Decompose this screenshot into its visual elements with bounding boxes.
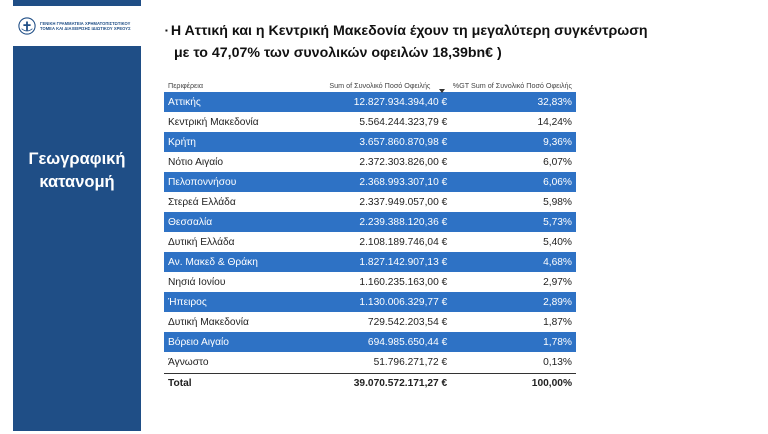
table-row[interactable]: Πελοποννήσου 2.368.993.307,10 € 6,06% [164, 172, 576, 192]
region-cell: Ήπειρος [168, 296, 207, 308]
table-row[interactable]: Νότιο Αιγαίο 2.372.303.826,00 € 6,07% [164, 152, 576, 172]
percent-cell: 6,07% [543, 156, 572, 168]
logo: ΓΕΝΙΚΗ ΓΡΑΜΜΑΤΕΙΑ ΧΡΗΜΑΤΟΠΙΣΤΩΤΙΚΟΥ ΤΟΜΕ… [13, 6, 141, 46]
table-body: Αττικής 12.827.934.394,40 € 32,83% Κεντρική… [164, 92, 576, 372]
percent-cell: 0,13% [543, 356, 572, 368]
percent-cell: 2,89% [543, 296, 572, 308]
percent-cell: 2,97% [543, 276, 572, 288]
region-cell: Κρήτη [168, 136, 196, 148]
column-header-percent[interactable]: %GT Sum of Συνολικό Ποσό Οφειλής [452, 81, 572, 90]
headline: ▪ Η Αττική και η Κεντρική Μακεδονία έχουν… [165, 20, 755, 64]
table-row[interactable]: Δυτική Ελλάδα 2.108.189.746,04 € 5,40% [164, 232, 576, 252]
section-title-line1: Γεωγραφική [28, 150, 126, 168]
percent-cell: 5,98% [543, 196, 572, 208]
amount-cell: 2.337.949.057,00 € [359, 196, 448, 208]
total-label: Total [168, 377, 192, 389]
percent-cell: 1,78% [543, 336, 572, 348]
section-title-line2: κατανομή [39, 173, 115, 191]
column-header-region[interactable]: Περιφέρεια [168, 81, 203, 90]
region-cell: Δυτική Μακεδονία [168, 316, 249, 328]
region-cell: Αττικής [168, 96, 201, 108]
percent-cell: 5,73% [543, 216, 572, 228]
percent-cell: 9,36% [543, 136, 572, 148]
table-header: Περιφέρεια Sum of Συνολικό Ποσό Οφειλής … [164, 76, 576, 93]
region-cell: Νότιο Αιγαίο [168, 156, 224, 168]
region-cell: Θεσσαλία [168, 216, 213, 228]
amount-cell: 1.160.235.163,00 € [359, 276, 448, 288]
hellenic-emblem-icon [18, 17, 36, 35]
region-cell: Κεντρική Μακεδονία [168, 116, 259, 128]
table-row[interactable]: Στερεά Ελλάδα 2.337.949.057,00 € 5,98% [164, 192, 576, 212]
region-cell: Βόρειο Αιγαίο [168, 336, 229, 348]
percent-cell: 32,83% [537, 96, 572, 108]
amount-cell: 3.657.860.870,98 € [359, 136, 448, 148]
region-cell: Άγνωστο [168, 356, 209, 368]
percent-cell: 14,24% [537, 116, 572, 128]
sort-descending-icon[interactable] [439, 89, 445, 93]
column-header-amount[interactable]: Sum of Συνολικό Ποσό Οφειλής [329, 81, 431, 90]
region-cell: Νησιά Ιονίου [168, 276, 226, 288]
region-cell: Πελοποννήσου [168, 176, 237, 188]
total-percent: 100,00% [531, 377, 572, 389]
amount-cell: 729.542.203,54 € [367, 316, 448, 328]
percent-cell: 5,40% [543, 236, 572, 248]
amount-cell: 2.368.993.307,10 € [359, 176, 448, 188]
section-title: Γεωγραφική κατανομή [13, 148, 141, 194]
amount-cell: 2.372.303.826,00 € [359, 156, 448, 168]
region-cell: Στερεά Ελλάδα [168, 196, 236, 208]
table-row[interactable]: Θεσσαλία 2.239.388.120,36 € 5,73% [164, 212, 576, 232]
table-row[interactable]: Νησιά Ιονίου 1.160.235.163,00 € 2,97% [164, 272, 576, 292]
amount-cell: 2.239.388.120,36 € [359, 216, 448, 228]
table-row[interactable]: Κεντρική Μακεδονία 5.564.244.323,79 € 14,2… [164, 112, 576, 132]
headline-line1: Η Αττική και η Κεντρική Μακεδονία έχουν … [170, 23, 648, 39]
amount-cell: 5.564.244.323,79 € [359, 116, 448, 128]
amount-cell: 2.108.189.746,04 € [359, 236, 448, 248]
table-row[interactable]: Αττικής 12.827.934.394,40 € 32,83% [164, 92, 576, 112]
percent-cell: 1,87% [543, 316, 572, 328]
table-row[interactable]: Δυτική Μακεδονία 729.542.203,54 € 1,87% [164, 312, 576, 332]
table-row[interactable]: Ήπειρος 1.130.006.329,77 € 2,89% [164, 292, 576, 312]
amount-cell: 1.827.142.907,13 € [359, 256, 448, 268]
region-debt-table: Περιφέρεια Sum of Συνολικό Ποσό Οφειλής … [164, 76, 576, 392]
region-cell: Δυτική Ελλάδα [168, 236, 235, 248]
table-row[interactable]: Αν. Μακεδ & Θράκη 1.827.142.907,13 € 4,68% [164, 252, 576, 272]
table-total-row: Total 39.070.572.171,27 € 100,00% [164, 373, 576, 392]
amount-cell: 51.796.271,72 € [373, 356, 448, 368]
region-cell: Αν. Μακεδ & Θράκη [168, 256, 258, 268]
percent-cell: 4,68% [543, 256, 572, 268]
bullet-icon: ▪ [165, 26, 168, 36]
headline-line2: με το 47,07% των συνολικών οφειλών 18,39… [174, 45, 502, 62]
logo-text: ΓΕΝΙΚΗ ΓΡΑΜΜΑΤΕΙΑ ΧΡΗΜΑΤΟΠΙΣΤΩΤΙΚΟΥ ΤΟΜΕ… [40, 20, 131, 31]
sidebar-panel [13, 0, 141, 431]
table-row[interactable]: Κρήτη 3.657.860.870,98 € 9,36% [164, 132, 576, 152]
amount-cell: 12.827.934.394,40 € [353, 96, 448, 108]
table-row[interactable]: Άγνωστο 51.796.271,72 € 0,13% [164, 352, 576, 372]
table-row[interactable]: Βόρειο Αιγαίο 694.985.650,44 € 1,78% [164, 332, 576, 352]
amount-cell: 694.985.650,44 € [367, 336, 448, 348]
total-amount: 39.070.572.171,27 € [353, 377, 448, 389]
percent-cell: 6,06% [543, 176, 572, 188]
amount-cell: 1.130.006.329,77 € [359, 296, 448, 308]
